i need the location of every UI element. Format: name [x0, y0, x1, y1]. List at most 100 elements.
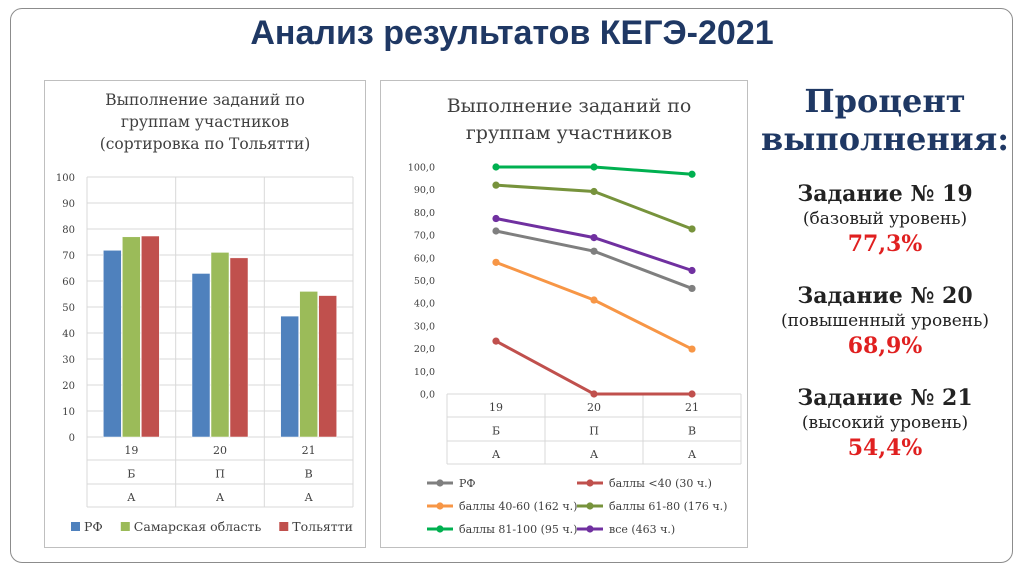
- category-label: А: [304, 491, 313, 504]
- legend-marker: [586, 502, 594, 510]
- category-label: В: [688, 425, 696, 438]
- slide-frame: [10, 8, 1013, 563]
- data-point-баллы <40 (30 ч.): [492, 337, 500, 345]
- legend-label: баллы 61-80 (176 ч.): [609, 500, 727, 513]
- y-tick-label: 80,0: [414, 208, 435, 219]
- category-label: 20: [587, 401, 601, 414]
- data-point-баллы 40-60 (162 ч.): [590, 296, 598, 304]
- y-tick-label: 70,0: [414, 231, 435, 242]
- y-tick-label: 40,0: [414, 299, 435, 310]
- y-tick-label: 50: [62, 303, 75, 314]
- slide-title: Анализ результатов КЕГЭ-2021: [250, 14, 774, 52]
- bar-Тольятти: [318, 295, 337, 438]
- legend-marker: [436, 479, 444, 487]
- category-label: 19: [489, 401, 503, 414]
- data-point-все (463 ч.): [590, 233, 598, 242]
- legend-swatch: [120, 522, 130, 531]
- legend-label: баллы 40-60 (162 ч.): [459, 500, 577, 513]
- legend-swatch: [71, 522, 80, 531]
- category-label: А: [688, 448, 697, 461]
- y-tick-label: 20,0: [414, 344, 435, 355]
- line-chart: Выполнение заданий по группам участников 1…: [408, 95, 742, 536]
- y-tick-label: 80: [62, 225, 75, 236]
- y-tick-label: 30: [62, 355, 75, 366]
- y-tick-label: 100,0: [408, 163, 435, 174]
- percent-panel: Процент выполнения: Задание № 19 (базовы…: [760, 82, 1010, 462]
- data-point-баллы 61-80 (176 ч.): [590, 187, 598, 196]
- chart-title-line: Выполнение заданий по: [105, 91, 305, 109]
- chart-title-line: Выполнение заданий по: [447, 95, 692, 117]
- legend-marker: [436, 525, 444, 533]
- y-tick-label: 10: [62, 407, 75, 418]
- bar-Тольятти: [141, 235, 160, 438]
- bar-РФ: [191, 273, 211, 438]
- data-point-все (463 ч.): [492, 214, 500, 223]
- task-20-name: Задание № 20: [797, 283, 973, 309]
- category-label: А: [127, 491, 136, 504]
- y-tick-label: 0,0: [420, 390, 435, 401]
- y-tick-label: 60,0: [414, 253, 435, 264]
- category-label: А: [590, 448, 599, 461]
- task-19-level: (базовый уровень): [802, 209, 968, 229]
- category-label: А: [216, 491, 225, 504]
- task-19: Задание № 19 (базовый уровень) 77,3%: [760, 180, 1010, 258]
- bar-РФ: [280, 315, 299, 438]
- category-label: А: [492, 448, 501, 461]
- bar-Самарская область: [299, 291, 318, 438]
- data-point-РФ: [492, 227, 500, 235]
- bar-Самарская область: [210, 252, 230, 438]
- task-21-level: (высокий уровень): [801, 413, 969, 433]
- data-point-все (463 ч.): [688, 266, 696, 275]
- legend-label: баллы <40 (30 ч.): [609, 477, 712, 490]
- y-tick-label: 50,0: [414, 276, 435, 287]
- data-point-баллы 81-100 (95 ч.): [590, 163, 598, 171]
- chart-title-line: (сортировка по Тольятти): [100, 135, 311, 153]
- legend-label: Тольятти: [292, 519, 353, 534]
- data-point-баллы 40-60 (162 ч.): [492, 258, 500, 266]
- data-point-баллы 81-100 (95 ч.): [492, 163, 500, 171]
- category-label: В: [305, 468, 313, 481]
- chart-title-line: группам участников: [466, 122, 672, 144]
- task-21: Задание № 21 (высокий уровень) 54,4%: [760, 384, 1010, 462]
- legend-label: все (463 ч.): [609, 523, 675, 536]
- data-point-баллы 40-60 (162 ч.): [688, 345, 696, 353]
- data-point-баллы <40 (30 ч.): [590, 390, 598, 398]
- bar-Тольятти: [229, 257, 249, 438]
- percent-title-line2: выполнения:: [760, 120, 1010, 158]
- bar-chart-panel: Выполнение заданий по группам участников (…: [44, 80, 366, 548]
- legend-label: РФ: [459, 477, 476, 490]
- category-label: 21: [685, 401, 699, 414]
- category-label: 21: [302, 444, 316, 457]
- data-point-баллы 61-80 (176 ч.): [688, 225, 696, 233]
- data-point-РФ: [590, 247, 598, 255]
- series-line-баллы 40-60 (162 ч.): [495, 260, 693, 351]
- legend-label: баллы 81-100 (95 ч.): [459, 523, 577, 536]
- bar-РФ: [103, 250, 122, 438]
- category-label: Б: [492, 425, 500, 438]
- chart-title-line: группам участников: [121, 113, 290, 131]
- legend-swatch: [279, 522, 289, 531]
- legend-label: Самарская область: [134, 519, 262, 534]
- series-line-все (463 ч.): [495, 217, 693, 272]
- y-tick-label: 60: [62, 277, 75, 288]
- bar-chart: Выполнение заданий по группам участников (…: [56, 91, 354, 534]
- y-tick-label: 40: [62, 329, 75, 340]
- category-label: П: [215, 468, 225, 481]
- y-tick-label: 20: [62, 381, 75, 392]
- task-21-value: 54,4%: [847, 435, 923, 461]
- y-tick-label: 30,0: [414, 321, 435, 332]
- bar-Самарская область: [122, 236, 141, 438]
- y-tick-label: 90: [62, 199, 75, 210]
- category-label: Б: [127, 468, 135, 481]
- legend-label: РФ: [84, 519, 103, 534]
- data-point-баллы 81-100 (95 ч.): [688, 170, 696, 178]
- task-19-name: Задание № 19: [797, 181, 973, 207]
- task-20-level: (повышенный уровень): [780, 311, 990, 331]
- task-20: Задание № 20 (повышенный уровень) 68,9%: [760, 282, 1010, 360]
- category-label: 19: [124, 444, 138, 457]
- y-tick-label: 70: [62, 251, 75, 262]
- task-20-value: 68,9%: [847, 333, 923, 359]
- legend-marker: [586, 479, 594, 487]
- legend-marker: [586, 525, 594, 533]
- series-line-баллы <40 (30 ч.): [495, 339, 692, 396]
